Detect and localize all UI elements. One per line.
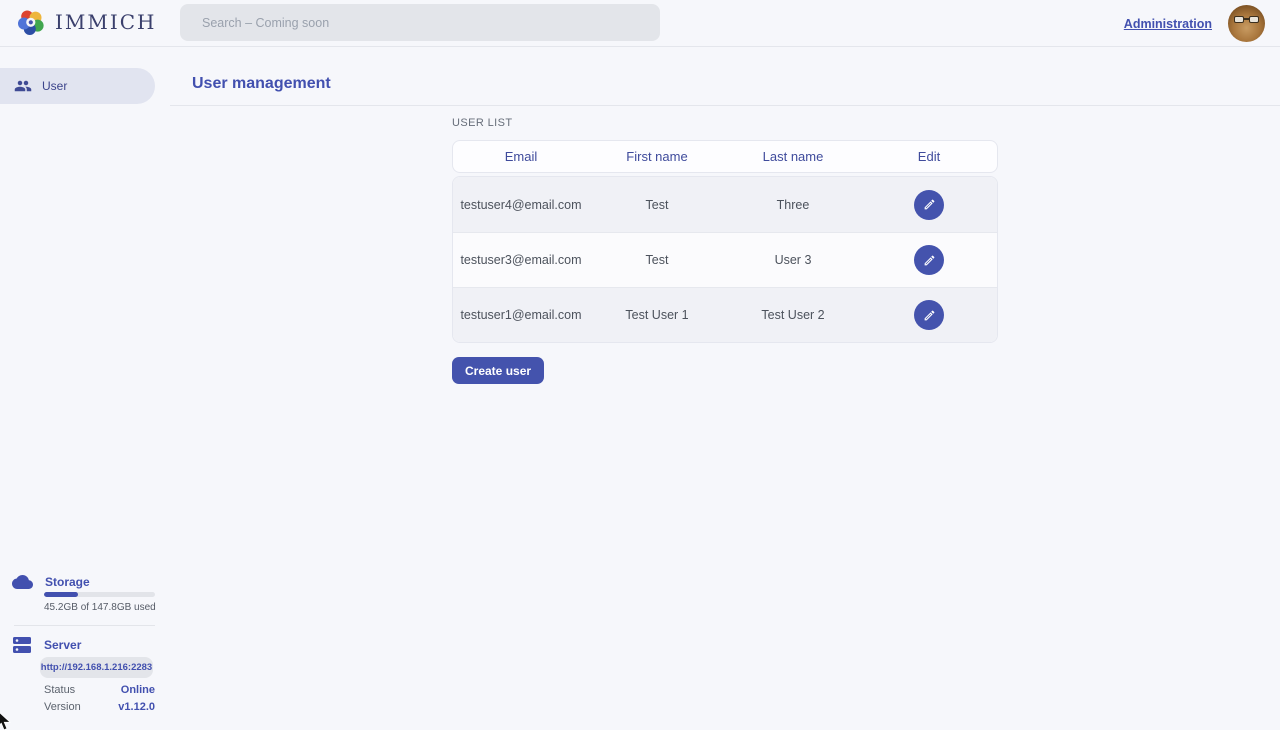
- pencil-icon: [924, 255, 934, 265]
- table-row: testuser4@email.com Test Three: [453, 177, 997, 232]
- immich-flower-icon: [18, 10, 44, 35]
- user-list-label: USER LIST: [452, 117, 513, 129]
- immich-logo[interactable]: IMMICH: [16, 7, 157, 37]
- cloud-icon: [12, 574, 33, 589]
- pencil-icon: [924, 199, 934, 210]
- page-title: User management: [192, 75, 331, 92]
- cell-email: testuser3@email.com: [460, 253, 582, 267]
- user-avatar[interactable]: [1228, 5, 1265, 42]
- sidebar-item-user-label: User: [42, 79, 68, 93]
- user-table-body: testuser4@email.com Test Three testuser3…: [452, 176, 998, 343]
- edit-user-button[interactable]: [914, 300, 944, 330]
- cell-first-name: Test User 1: [625, 308, 689, 322]
- main-panel: User management USER LIST Email First na…: [170, 47, 1280, 730]
- server-version-label: Version: [44, 701, 81, 713]
- cell-last-name: Three: [776, 197, 810, 212]
- edit-user-button[interactable]: [914, 245, 944, 275]
- column-first-name: First name: [626, 149, 688, 164]
- server-status-value: Online: [120, 684, 155, 696]
- cell-first-name: Test: [645, 253, 669, 267]
- storage-progress-fill: [44, 592, 78, 597]
- admin-sidebar: User Storage 45.2GB of 147.8GB used Serv…: [0, 47, 170, 730]
- page-header: User management: [170, 47, 1280, 106]
- server-status-label: Status: [44, 684, 76, 696]
- server-title: Server: [44, 638, 82, 652]
- administration-link[interactable]: Administration: [1123, 16, 1212, 31]
- server-url-badge: http://192.168.1.216:2283: [40, 657, 153, 678]
- top-bar-right: Administration: [1124, 0, 1265, 47]
- server-status-row: Status Online: [44, 684, 155, 696]
- storage-title: Storage: [45, 574, 90, 589]
- pencil-icon: [924, 310, 934, 320]
- server-version-value: v1.12.0: [118, 701, 155, 713]
- avatar-glasses-detail: [1234, 16, 1259, 24]
- column-email: Email: [504, 149, 538, 164]
- sidebar-divider: [14, 625, 155, 626]
- column-edit: Edit: [917, 149, 941, 164]
- create-user-button[interactable]: Create user: [452, 357, 545, 384]
- table-row: testuser3@email.com Test User 3: [453, 232, 997, 287]
- cell-first-name: Test: [645, 197, 669, 212]
- server-icon: [13, 637, 31, 653]
- server-section-header: Server: [13, 637, 81, 653]
- storage-usage-text: 45.2GB of 147.8GB used: [44, 602, 156, 613]
- mouse-cursor: [0, 712, 12, 730]
- edit-user-button[interactable]: [914, 189, 944, 220]
- user-table-header: Email First name Last name Edit: [452, 140, 998, 173]
- storage-progress-bar: [44, 592, 155, 597]
- sidebar-item-user[interactable]: User: [0, 68, 155, 104]
- server-version-row: Version v1.12.0: [44, 701, 155, 713]
- cell-last-name: Test User 2: [761, 308, 825, 322]
- storage-section-header: Storage: [12, 574, 90, 589]
- page-content: USER LIST Email First name Last name Edi…: [170, 106, 1280, 730]
- cell-email: testuser1@email.com: [460, 308, 582, 322]
- immich-wordmark: IMMICH: [55, 10, 157, 34]
- cell-last-name: User 3: [774, 253, 812, 267]
- search-input[interactable]: [180, 4, 660, 41]
- table-row: testuser1@email.com Test User 1 Test Use…: [453, 287, 997, 342]
- people-icon: [14, 77, 32, 95]
- column-last-name: Last name: [762, 149, 824, 164]
- top-bar: IMMICH Administration: [0, 0, 1280, 47]
- cell-email: testuser4@email.com: [460, 197, 582, 212]
